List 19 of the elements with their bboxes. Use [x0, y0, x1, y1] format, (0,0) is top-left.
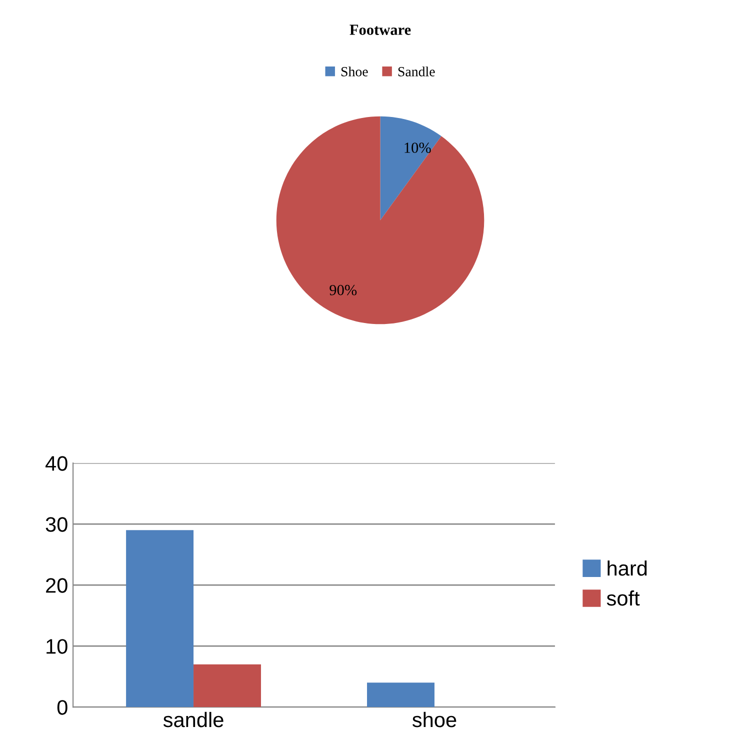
bar — [126, 530, 194, 708]
legend-label: hard — [608, 560, 647, 576]
y-tick-label: 10 — [46, 639, 68, 654]
pie-slice — [380, 116, 442, 220]
pie-slice — [276, 116, 484, 324]
legend-label: Shoe — [341, 66, 368, 76]
legend-label: soft — [606, 590, 640, 606]
data-label: 90% — [330, 284, 357, 296]
y-tick-label: 0 — [57, 700, 68, 715]
y-tick-label: 30 — [46, 517, 68, 532]
legend-label: Sandle — [398, 66, 435, 76]
bar — [367, 682, 434, 708]
y-tick-label: 40 — [45, 456, 68, 471]
x-tick-label: sandle — [163, 712, 224, 728]
y-tick-label: 20 — [46, 578, 68, 593]
chart-title: Footware — [350, 24, 411, 35]
bar — [194, 664, 261, 708]
data-label: 10% — [404, 142, 431, 153]
x-tick-label: shoe — [412, 712, 456, 728]
